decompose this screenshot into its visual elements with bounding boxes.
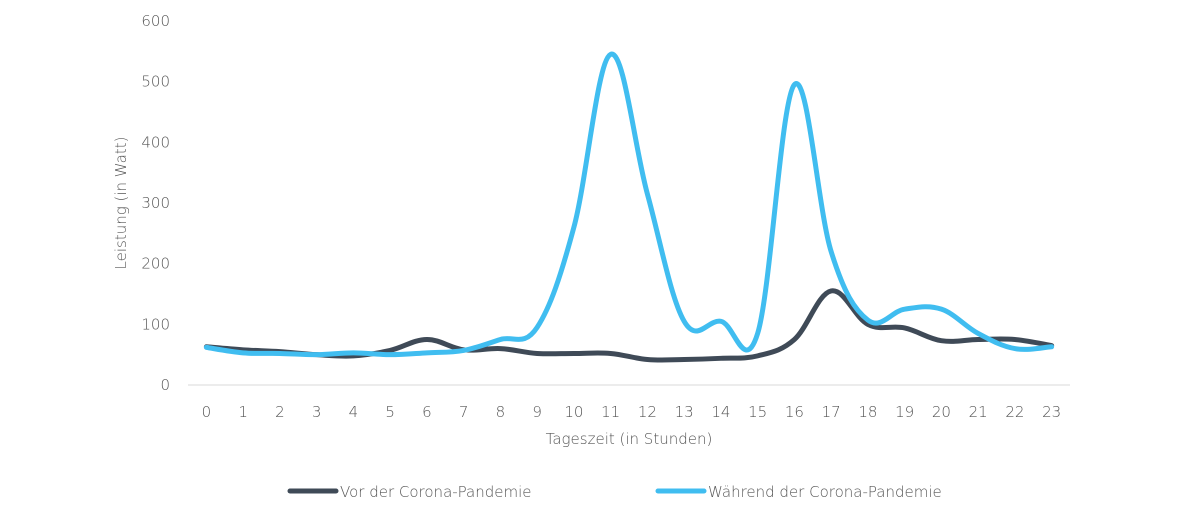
x-tick-label: 21: [969, 403, 988, 421]
x-tick-label: 13: [675, 403, 694, 421]
x-tick-label: 8: [496, 403, 506, 421]
x-tick-label: 10: [564, 403, 583, 421]
x-tick-label: 1: [238, 403, 248, 421]
y-tick-label: 500: [141, 73, 170, 91]
y-tick-label: 100: [141, 315, 170, 333]
legend-item-2: Während der Corona-Pandemie: [655, 483, 942, 501]
x-tick-label: 7: [459, 403, 469, 421]
x-tick-label: 0: [202, 403, 212, 421]
y-tick-label: 600: [141, 12, 170, 30]
x-tick-label: 20: [932, 403, 951, 421]
x-tick-label: 12: [638, 403, 657, 421]
series-line-1: [203, 288, 1055, 363]
legend-label-2: Während der Corona-Pandemie: [708, 483, 942, 501]
x-tick-label: 3: [312, 403, 322, 421]
y-tick-label: 200: [141, 255, 170, 273]
x-axis-ticks: 0 1 2 3 4 5 6 7 8 9 10 11 12 13 14 15 16 17 18 19 20 21 22 23: [202, 403, 1062, 421]
x-tick-label: 4: [349, 403, 359, 421]
x-tick-label: 15: [748, 403, 767, 421]
x-tick-label: 16: [785, 403, 804, 421]
legend-item-1: Vor der Corona-Pandemie: [287, 483, 532, 501]
x-tick-label: 19: [895, 403, 914, 421]
x-tick-label: 22: [1005, 403, 1024, 421]
x-tick-label: 2: [275, 403, 285, 421]
y-axis-ticks: 0 100 200 300 400 500 600: [141, 12, 170, 394]
y-tick-label: 0: [160, 376, 170, 394]
legend: Vor der Corona-Pandemie Während der Coron…: [287, 483, 942, 501]
series-line-2: [203, 51, 1055, 358]
x-tick-label: 14: [711, 403, 730, 421]
legend-label-1: Vor der Corona-Pandemie: [340, 483, 532, 501]
x-tick-label: 6: [422, 403, 432, 421]
series-lines: [203, 51, 1055, 363]
y-tick-label: 400: [141, 133, 170, 151]
x-axis-title: Tageszeit (in Stunden): [546, 430, 713, 448]
x-tick-label: 11: [601, 403, 620, 421]
x-tick-label: 9: [532, 403, 542, 421]
x-tick-label: 18: [858, 403, 877, 421]
x-tick-label: 5: [385, 403, 395, 421]
x-tick-label: 17: [822, 403, 841, 421]
y-tick-label: 300: [141, 194, 170, 212]
x-tick-label: 23: [1042, 403, 1061, 421]
y-axis-title: Leistung (in Watt): [112, 137, 130, 270]
